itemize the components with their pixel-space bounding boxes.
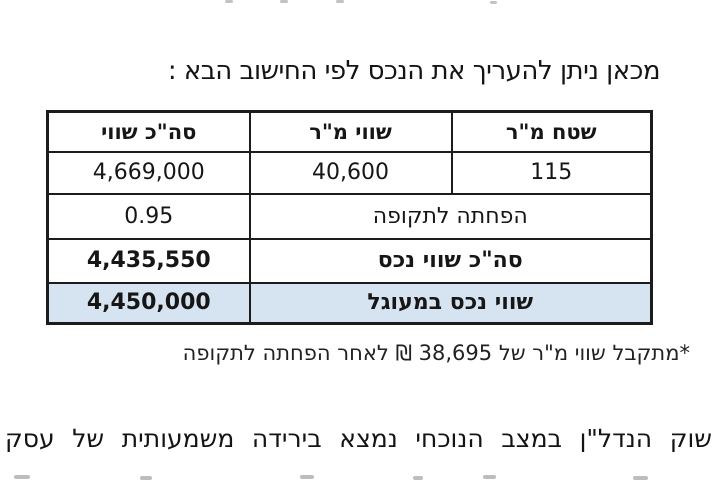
table-rounded-row: שווי נכס במעוגל 4,450,000 bbox=[46, 281, 653, 325]
cut-off-text-artifact bbox=[225, 0, 233, 3]
cut-off-text-artifact bbox=[14, 475, 30, 479]
footnote-text: *מתקבל שווי מ"ר של 38,695 ₪ לאחר הפחתה ל… bbox=[182, 341, 690, 365]
cut-off-text-artifact bbox=[336, 0, 344, 3]
cell-value-per-sqm: 40,600 bbox=[248, 150, 453, 195]
table-values-row: 115 40,600 4,669,000 bbox=[46, 150, 653, 195]
header-total-value: סה"כ שווי bbox=[46, 110, 251, 153]
cut-off-text-artifact bbox=[413, 476, 423, 480]
cut-off-text-artifact bbox=[483, 475, 496, 479]
cell-area-sqm: 115 bbox=[450, 150, 653, 195]
cut-off-text-artifact bbox=[300, 475, 314, 479]
cell-asset-total-value: 4,435,550 bbox=[46, 237, 251, 284]
cell-rounded-value: 4,450,000 bbox=[46, 281, 251, 325]
intro-sentence: מכאן ניתן להעריך את הנכס לפי החישוב הבא … bbox=[167, 56, 661, 86]
cell-total-value: 4,669,000 bbox=[46, 150, 251, 195]
body-paragraph: שוק הנדל"ן במצב הנוכחי נמצא בירידה משמעו… bbox=[5, 424, 712, 453]
cut-off-text-artifact bbox=[490, 1, 497, 4]
header-value-per-sqm: שווי מ"ר bbox=[248, 110, 453, 153]
cut-off-text-artifact bbox=[633, 476, 648, 480]
cell-reduction-factor: 0.95 bbox=[46, 192, 251, 240]
cut-off-text-artifact bbox=[140, 476, 152, 480]
valuation-table: שטח מ"ר שווי מ"ר סה"כ שווי 115 40,600 4,… bbox=[46, 110, 653, 325]
table-total-row: סה"כ שווי נכס 4,435,550 bbox=[46, 237, 653, 284]
table-reduction-row: הפחתה לתקופה 0.95 bbox=[46, 192, 653, 240]
cut-off-text-artifact bbox=[280, 0, 288, 3]
table-header-row: שטח מ"ר שווי מ"ר סה"כ שווי bbox=[46, 110, 653, 153]
header-area-sqm: שטח מ"ר bbox=[450, 110, 653, 153]
cell-asset-total-label: סה"כ שווי נכס bbox=[248, 237, 653, 284]
cell-rounded-label: שווי נכס במעוגל bbox=[248, 281, 653, 325]
cell-reduction-label: הפחתה לתקופה bbox=[248, 192, 653, 240]
